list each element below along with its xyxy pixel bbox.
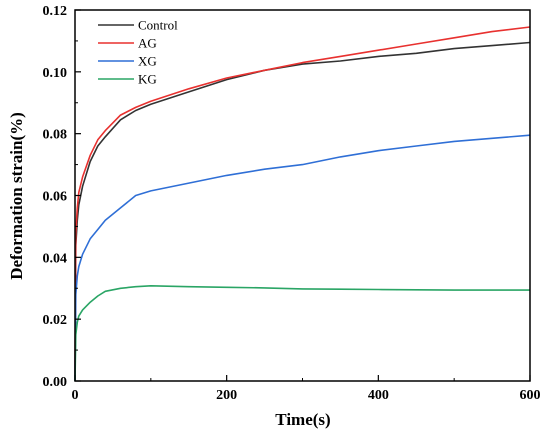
- series-line-ag: [74, 26, 531, 382]
- y-tick-label: 0.08: [43, 128, 68, 143]
- y-axis-title: Deformation strain(%): [7, 112, 26, 280]
- legend-label-ag: AG: [138, 36, 157, 51]
- y-tick-label: 0.00: [43, 375, 68, 390]
- legend-label-control: Control: [138, 18, 178, 33]
- legend-label-xg: XG: [138, 54, 157, 69]
- x-tick-label: 600: [520, 388, 541, 403]
- series-line-control: [74, 41, 531, 382]
- y-tick-label: 0.02: [43, 313, 68, 328]
- axes: 0 200 400 600 0.00 0.02 0.04 0.06 0.08 0.10 0.12: [43, 4, 541, 403]
- x-tick-label: 0: [72, 388, 79, 403]
- y-tick-label: 0.12: [43, 4, 68, 19]
- series-line-xg: [74, 134, 531, 382]
- legend: Control AG XG KG: [98, 18, 178, 87]
- y-tick-label: 0.04: [43, 251, 68, 266]
- x-tick-label: 400: [368, 388, 389, 403]
- y-tick-label: 0.10: [43, 66, 68, 81]
- plot-area: [74, 26, 531, 382]
- x-tick-label: 200: [216, 388, 237, 403]
- x-axis-title: Time(s): [275, 410, 330, 429]
- series-line-kg: [74, 285, 530, 382]
- y-tick-label: 0.06: [43, 190, 68, 205]
- legend-label-kg: KG: [138, 72, 157, 87]
